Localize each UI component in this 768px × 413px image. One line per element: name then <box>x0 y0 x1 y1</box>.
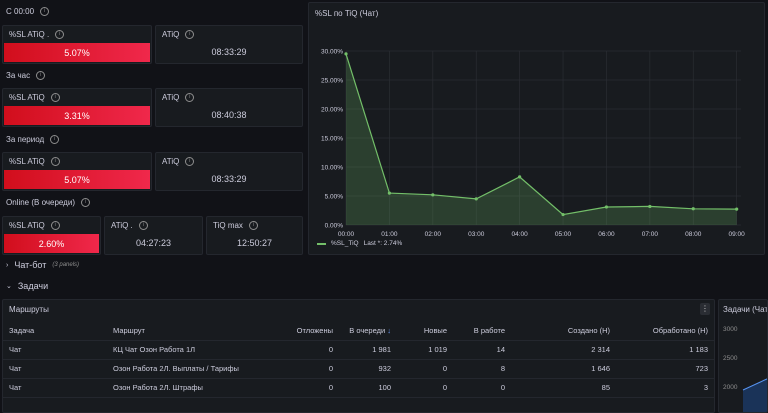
x-tick-label: 09:00 <box>729 231 746 238</box>
atiq-per-period-panel: ATiQ i 08:33:29 <box>155 152 303 191</box>
column-header-in-work[interactable]: В работе <box>453 321 511 341</box>
sl-atiq-per-period-panel: %SL ATiQ i 5.07% <box>2 152 152 191</box>
x-tick-label: 02:00 <box>425 231 442 238</box>
info-icon[interactable]: i <box>55 30 65 39</box>
data-point[interactable] <box>518 175 522 179</box>
info-icon[interactable]: i <box>248 221 258 230</box>
y-tick-label: 20.00% <box>321 107 343 114</box>
row-chatbot[interactable]: › Чат-бот (3 panels) <box>6 260 80 270</box>
column-header-in-queue[interactable]: В очереди ↓ <box>339 321 397 341</box>
table-row[interactable]: Чат КЦ Чат Озон Работа 1Л 0 1 981 1 019 … <box>3 340 714 360</box>
info-icon[interactable]: i <box>50 93 60 102</box>
section-title-per-hour: За час i <box>6 71 46 80</box>
right-y-tick: 2500 <box>723 355 738 362</box>
series-line-sl-tiq <box>345 53 737 216</box>
data-point[interactable] <box>344 52 348 56</box>
column-header-processed[interactable]: Обработано (Н) <box>616 321 714 341</box>
chart-title: %SL по TiQ (Чат) <box>315 9 379 18</box>
sl-tiq-chart-panel: %SL по TiQ (Чат) 0.00% 5.00% 10.00% 15.00% 2… <box>308 2 765 255</box>
atiq-per-period-value: 08:33:29 <box>211 174 247 184</box>
info-icon[interactable]: i <box>138 221 148 230</box>
mini-line <box>742 378 767 391</box>
x-tick-label: 08:00 <box>685 231 702 238</box>
table-title: Маршруты <box>9 305 49 314</box>
data-point[interactable] <box>431 193 435 197</box>
x-tick-label: 03:00 <box>468 231 485 238</box>
sl-atiq-per-hour-value: 3.31% <box>4 106 150 125</box>
column-header-task[interactable]: Задача <box>3 321 107 341</box>
y-tick-label: 0.00% <box>325 223 344 230</box>
x-tick-label: 07:00 <box>642 231 659 238</box>
section-title-online: Online (В очереди) i <box>6 198 90 207</box>
chevron-right-icon: › <box>6 261 9 269</box>
info-icon[interactable]: i <box>36 71 46 80</box>
sl-atiq-per-hour-panel: %SL ATiQ i 3.31% <box>2 88 152 127</box>
atiq-since-midnight-value: 08:33:29 <box>211 47 247 57</box>
x-tick-label: 00:00 <box>338 231 355 238</box>
data-point[interactable] <box>561 212 565 217</box>
x-tick-label: 01:00 <box>381 231 398 238</box>
column-header-deferred[interactable]: Отложены <box>279 321 339 341</box>
info-icon[interactable]: i <box>50 135 60 144</box>
y-tick-label: 30.00% <box>321 49 343 56</box>
info-icon[interactable]: i <box>40 7 50 16</box>
sl-atiq-since-midnight-panel: %SL ATiQ .i 5.07% <box>2 25 152 64</box>
atiq-per-hour-value: 08:40:38 <box>211 110 247 120</box>
atiq-per-hour-panel: ATiQ i 08:40:38 <box>155 88 303 127</box>
routes-table: Задача Маршрут Отложены В очереди ↓ Новы… <box>3 321 714 398</box>
panel-menu-button[interactable]: ⋮ <box>700 303 710 315</box>
table-row[interactable]: Чат Озон Работа 2Л. Штрафы 0 100 0 0 85 … <box>3 378 714 398</box>
sort-desc-icon: ↓ <box>387 325 391 335</box>
routes-table-wrap: Задача Маршрут Отложены В очереди ↓ Новы… <box>3 321 714 398</box>
routes-table-panel: Маршруты ⋮ Задача Маршрут Отложены В оче… <box>2 299 715 413</box>
x-tick-label: 04:00 <box>511 231 528 238</box>
tasks-chat-panel: Задачи (Чат 3000 2500 2000 <box>718 299 768 413</box>
info-icon[interactable]: i <box>185 30 195 39</box>
atiq-online-panel: ATiQ .i 04:27:23 <box>104 216 203 255</box>
chart-legend[interactable]: %SL_TiQ Last *: 2.74% <box>317 240 402 247</box>
atiq-online-value: 04:27:23 <box>135 238 172 248</box>
row-tasks[interactable]: ⌄ Задачи <box>6 281 49 291</box>
sl-tiq-chart: 0.00% 5.00% 10.00% 15.00% 20.00% 25.00% 30.00%… <box>321 49 746 239</box>
data-point[interactable] <box>604 205 609 209</box>
info-icon[interactable]: i <box>50 157 60 166</box>
section-title-since-midnight: С 00:00 i <box>6 7 50 16</box>
sl-atiq-per-period-value: 5.07% <box>4 170 150 189</box>
column-header-new[interactable]: Новые <box>397 321 453 341</box>
tiq-max-value: 12:50:27 <box>236 238 273 248</box>
section-title-per-period: За период i <box>6 135 60 144</box>
mini-area <box>743 378 767 412</box>
y-tick-label: 25.00% <box>321 78 343 85</box>
tasks-chat-title: Задачи (Чат <box>723 305 768 314</box>
table-header-row: Задача Маршрут Отложены В очереди ↓ Новы… <box>3 321 714 341</box>
right-y-tick: 2000 <box>723 384 738 391</box>
atiq-since-midnight-panel: ATiQ i 08:33:29 <box>155 25 303 64</box>
y-tick-label: 15.00% <box>321 136 343 143</box>
table-row[interactable]: Чат Озон Работа 2Л. Выплаты / Тарифы 0 9… <box>3 359 714 379</box>
data-point[interactable] <box>474 197 478 201</box>
tasks-chat-mini-chart <box>742 378 767 412</box>
column-header-created[interactable]: Создано (Н) <box>511 321 616 341</box>
info-icon[interactable]: i <box>80 198 90 207</box>
sl-atiq-online-value: 2.60% <box>4 234 99 253</box>
legend-swatch <box>317 242 326 245</box>
sl-atiq-online-panel: %SL ATiQ i 2.60% <box>2 216 101 255</box>
info-icon[interactable]: i <box>185 93 195 102</box>
y-tick-label: 5.00% <box>325 194 344 201</box>
info-icon[interactable]: i <box>185 157 195 166</box>
info-icon[interactable]: i <box>50 221 60 230</box>
series-area-sl-tiq <box>346 53 737 226</box>
y-tick-label: 10.00% <box>321 165 343 172</box>
x-tick-label: 06:00 <box>598 231 615 238</box>
data-point[interactable] <box>735 207 739 211</box>
x-tick-label: 05:00 <box>555 231 572 238</box>
tiq-max-panel: TiQ max i 12:50:27 <box>206 216 303 255</box>
right-y-tick: 3000 <box>723 326 738 333</box>
chevron-down-icon: ⌄ <box>6 283 12 290</box>
data-point[interactable] <box>648 204 652 209</box>
data-point[interactable] <box>387 191 392 195</box>
sl-atiq-since-midnight-value: 5.07% <box>4 43 150 62</box>
column-header-route[interactable]: Маршрут <box>107 321 279 341</box>
data-point[interactable] <box>691 207 695 211</box>
